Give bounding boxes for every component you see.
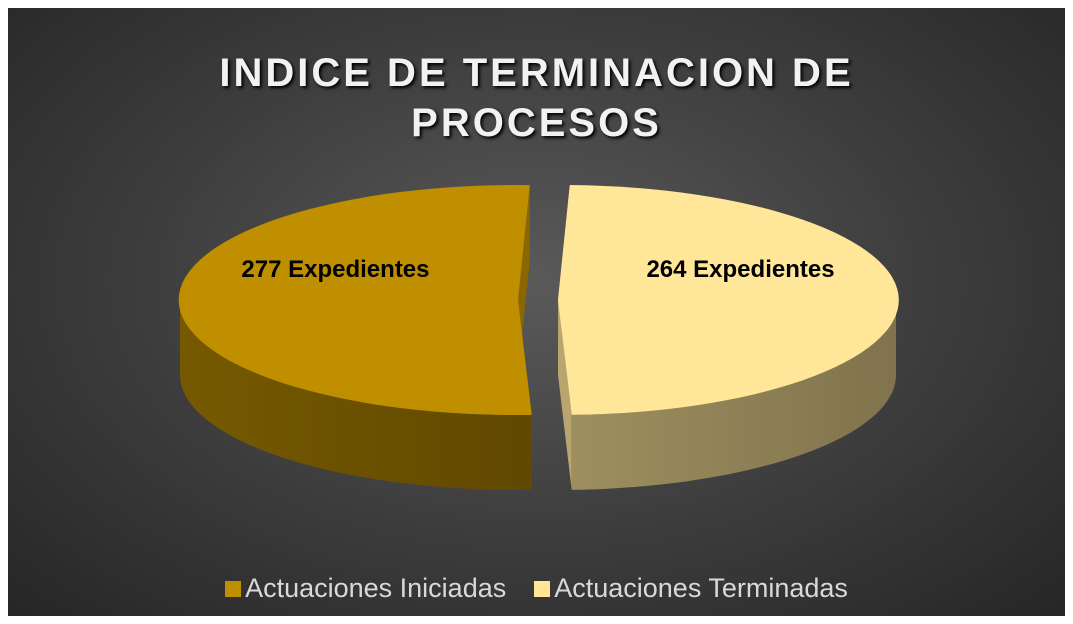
legend: Actuaciones Iniciadas Actuaciones Termina… <box>8 573 1065 604</box>
slice-wall <box>571 300 896 490</box>
data-label: 264 Expedientes <box>646 255 835 283</box>
slice-top <box>558 185 899 415</box>
slice-wall <box>180 300 532 490</box>
legend-item: Actuaciones Iniciadas <box>225 573 506 604</box>
chart: INDICE DE TERMINACION DE PROCESOS Actuac… <box>8 8 1065 616</box>
legend-swatch <box>534 580 551 597</box>
chart-title: INDICE DE TERMINACION DE PROCESOS <box>219 51 854 145</box>
pie <box>178 185 899 490</box>
slice-cut-face <box>558 300 572 490</box>
slice <box>178 185 532 490</box>
legend-label: Actuaciones Iniciadas <box>245 573 507 603</box>
legend-item: Actuaciones Terminadas <box>534 573 848 604</box>
data-label: 277 Expedientes <box>241 256 430 284</box>
legend-swatch <box>225 580 242 597</box>
slice <box>558 185 899 490</box>
legend-label: Actuaciones Terminadas <box>554 573 848 603</box>
slice-top <box>178 185 532 416</box>
